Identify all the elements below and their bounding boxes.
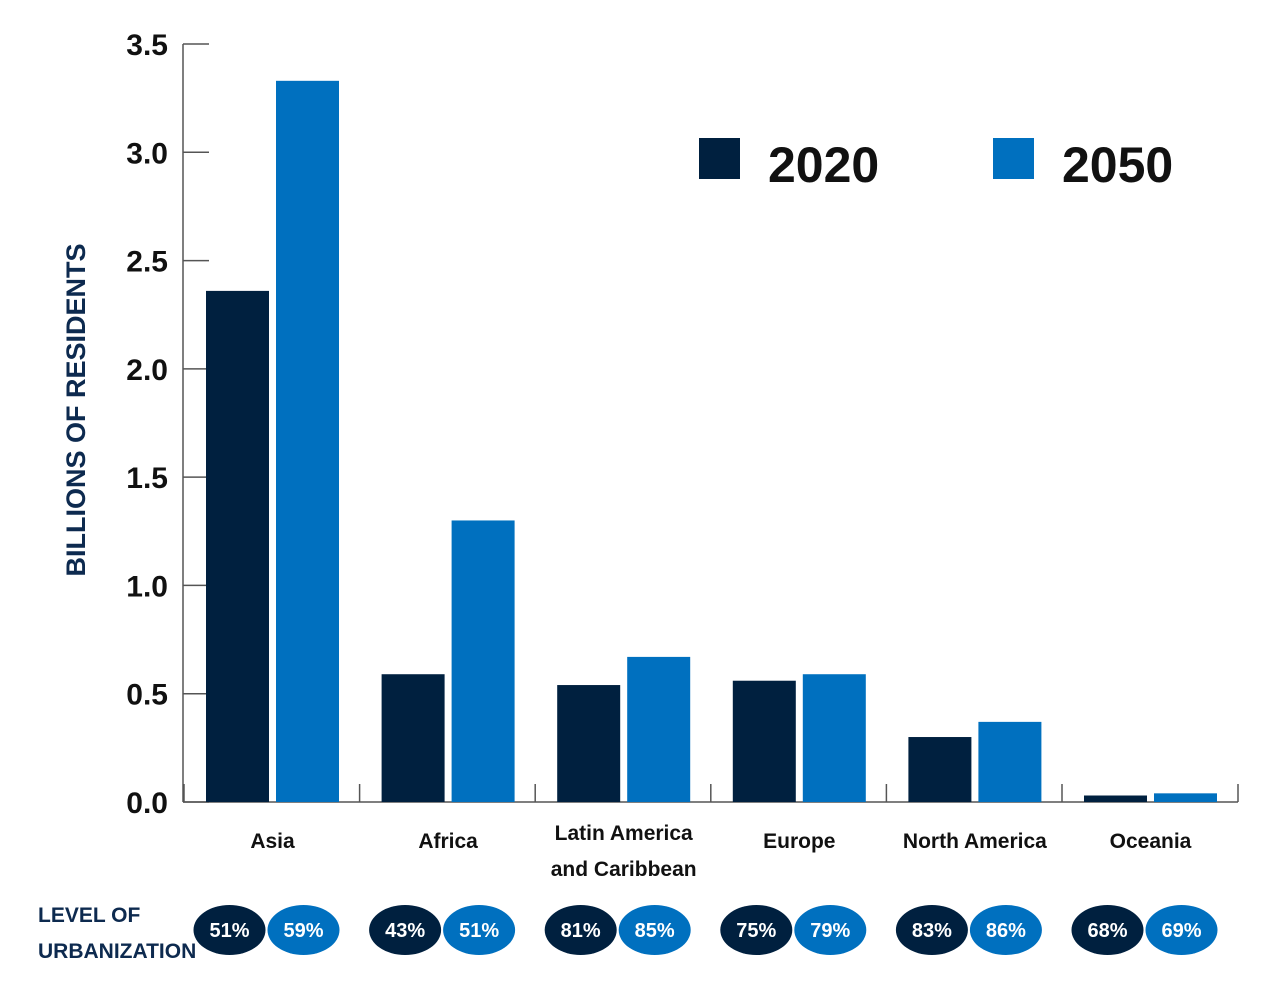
bar-2050-0: [276, 80, 339, 803]
urbanization-value: 68%: [1087, 920, 1127, 942]
legend-label-2050: 2050: [1062, 137, 1173, 193]
y-tick-label: 0.5: [126, 679, 168, 712]
category-label: North America: [903, 830, 1047, 853]
urbanization-value: 81%: [561, 920, 601, 942]
urbanization-title-line-2: URBANIZATION: [38, 940, 196, 963]
legend-swatch-2020: [699, 138, 740, 179]
y-axis-title-group: BILLIONS OF RESIDENTS: [61, 243, 91, 576]
urbanization-pill: [895, 905, 968, 955]
urbanization-pill: [794, 905, 867, 955]
category-label: Africa: [418, 830, 478, 853]
bar-2020-0: [206, 290, 269, 802]
bar-2020-5: [1084, 795, 1147, 802]
urbanization-value: 79%: [810, 920, 850, 942]
y-tick-label: 2.5: [126, 246, 168, 279]
urbanization-pill: [1071, 905, 1144, 955]
axes: 0.0 0.5 1.0 1.5 2.0 2.5 3.0 3.5: [126, 29, 1239, 820]
y-tick-label: 1.0: [126, 570, 168, 603]
urbanization-value: 51%: [209, 920, 249, 942]
bar-2050-1: [451, 520, 515, 802]
urbanization-pill: [267, 905, 340, 955]
urbanization-value: 83%: [912, 920, 952, 942]
bar-2020-2: [557, 685, 621, 802]
category-labels: Asia Africa Latin America and Caribbean Euro…: [250, 822, 1191, 881]
urbanization-row: LEVEL OF URBANIZATION 51% 59% 43% 51% 81% 85%…: [38, 904, 1218, 963]
urbanization-pill: [618, 905, 691, 955]
bar-2050-5: [1154, 793, 1217, 802]
urbanization-pill: [369, 905, 442, 955]
urbanization-pill: [443, 905, 516, 955]
bar-2050-4: [978, 721, 1042, 802]
y-tick-label: 2.0: [126, 354, 168, 387]
urbanization-pill: [720, 905, 793, 955]
urbanization-value: 75%: [736, 920, 776, 942]
urbanization-value: 86%: [986, 920, 1026, 942]
category-label: Asia: [250, 830, 295, 853]
urbanization-pill: [1145, 905, 1218, 955]
urbanization-value: 69%: [1161, 920, 1201, 942]
bar-2050-3: [802, 674, 866, 802]
urbanization-value: 59%: [283, 920, 323, 942]
y-tick-label: 1.5: [126, 462, 168, 495]
y-tick-label: 3.0: [126, 137, 168, 170]
urbanization-pill: [969, 905, 1042, 955]
legend-label-2020: 2020: [768, 137, 879, 193]
urbanization-pill: [193, 905, 266, 955]
bar-2020-1: [381, 674, 445, 802]
bar-2050-2: [627, 656, 691, 802]
category-label: Latin America: [555, 822, 693, 845]
category-label: Oceania: [1110, 830, 1192, 853]
urbanization-title-line-1: LEVEL OF: [38, 904, 140, 927]
category-label: Europe: [763, 830, 835, 853]
urbanization-value: 43%: [385, 920, 425, 942]
bars: [206, 80, 1217, 803]
urbanization-value: 85%: [635, 920, 675, 942]
category-label: and Caribbean: [551, 858, 697, 881]
legend: 2020 2050: [699, 137, 1173, 193]
urbanization-pill: [544, 905, 617, 955]
urbanization-value: 51%: [459, 920, 499, 942]
bar-2020-3: [732, 680, 796, 802]
legend-swatch-2050: [993, 138, 1034, 179]
y-axis-title: BILLIONS OF RESIDENTS: [61, 243, 91, 576]
y-tick-label: 0.0: [126, 787, 168, 820]
y-tick-label: 3.5: [126, 29, 168, 62]
bar-2020-4: [908, 737, 972, 802]
